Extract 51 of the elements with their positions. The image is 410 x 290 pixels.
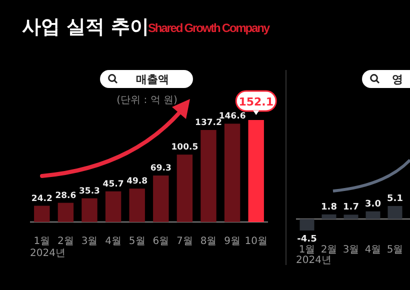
bar: [344, 214, 358, 219]
chart-subtitle: Shared Growth Company: [148, 21, 270, 35]
x-tick-label: 10월: [244, 236, 268, 247]
x-tick-label: 7월: [176, 236, 193, 247]
chart-title: 매출액: [136, 73, 169, 86]
text: (단위 : 억 원): [116, 95, 178, 106]
x-tick-label: 2월: [320, 244, 338, 256]
bar: [322, 214, 336, 219]
x-tick-label: 4월: [105, 236, 122, 247]
x-tick-label: 9월: [224, 236, 240, 247]
bar: [200, 130, 216, 222]
data-label: 152.1: [238, 96, 274, 108]
bar: [82, 198, 98, 222]
data-label: 100.5: [171, 142, 198, 153]
bar: [58, 202, 74, 222]
bar: [224, 124, 240, 222]
text: 2024년: [296, 255, 332, 266]
bar: [34, 206, 50, 222]
data-label: 28.6: [55, 190, 76, 201]
bar: [300, 219, 314, 230]
text: 사업 실적 추이: [22, 16, 150, 38]
chart-title: 영: [392, 73, 403, 86]
data-label: 3.0: [365, 199, 381, 210]
x-tick-label: 3월: [342, 244, 360, 256]
data-label: -4.5: [297, 234, 317, 244]
x-tick-label: 2월: [58, 236, 74, 247]
x-tick-label: 5월: [128, 236, 146, 247]
data-label: 5.1: [387, 194, 403, 204]
bar: [248, 120, 264, 222]
data-label: 69.3: [150, 164, 172, 174]
data-label: 24.2: [31, 194, 52, 204]
bar: [153, 176, 169, 222]
x-tick-label: 6월: [152, 236, 170, 247]
data-label: 1.8: [321, 202, 337, 212]
x-tick-label: 3월: [81, 236, 98, 247]
text: 2024년: [30, 248, 66, 259]
data-label: 45.7: [102, 179, 124, 190]
bar: [176, 154, 193, 222]
data-label: 49.8: [126, 176, 148, 187]
x-tick-label: 8월: [200, 236, 217, 247]
bar: [129, 188, 145, 222]
bar: [105, 191, 122, 222]
data-label: 35.3: [79, 186, 100, 196]
data-label: 137.2: [195, 118, 222, 128]
x-tick-label: 1월: [298, 244, 316, 256]
x-tick-label: 5월: [386, 244, 404, 256]
bar: [366, 211, 380, 219]
x-tick-label: 4월: [364, 244, 382, 256]
bar: [388, 206, 402, 219]
data-label: 1.7: [343, 202, 359, 213]
x-tick-label: 1월: [34, 236, 50, 247]
